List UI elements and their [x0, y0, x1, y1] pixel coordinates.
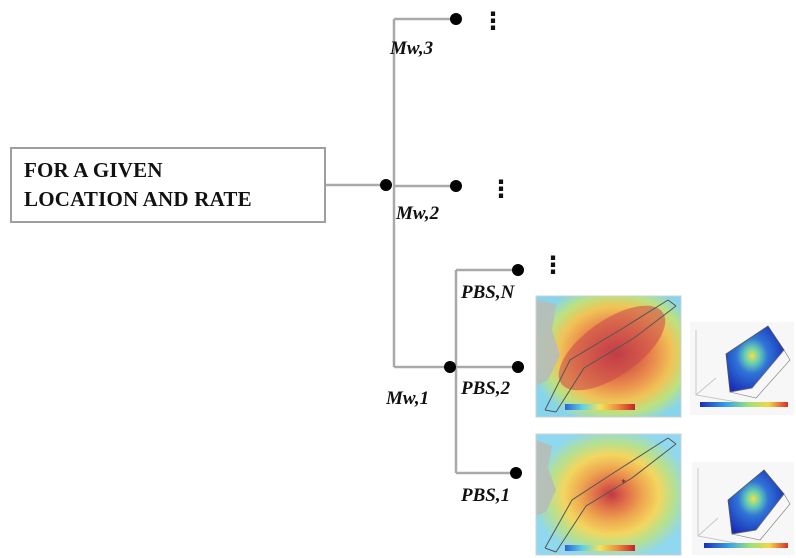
root-label-line2: LOCATION AND RATE — [24, 187, 252, 211]
continuation-marks: ⋮ ⋮ ⋮ — [481, 7, 565, 279]
ellipsis-mw3: ⋮ — [481, 7, 505, 35]
tree-edges — [326, 17, 516, 475]
node-pbs1 — [510, 467, 522, 479]
label-pbsN: PBS,N — [461, 282, 515, 303]
label-pbs2: PBS,2 — [461, 378, 511, 399]
label-mw1: Mw,1 — [386, 388, 430, 409]
svg-text:*: * — [621, 478, 626, 489]
pbs2-intensity-map — [535, 295, 682, 418]
root-node-box: FOR A GIVEN LOCATION AND RATE — [10, 147, 326, 223]
node-pbsN — [512, 264, 524, 276]
node-hub — [380, 179, 392, 191]
pbs1-intensity-map: * — [535, 433, 682, 556]
label-mw2: Mw,2 — [396, 203, 440, 224]
root-label-line1: FOR A GIVEN — [24, 158, 163, 182]
node-pbs2 — [512, 361, 524, 373]
node-mw1 — [444, 361, 456, 373]
pbs2-slip-distribution — [690, 322, 794, 415]
label-pbs1: PBS,1 — [461, 485, 511, 506]
node-mw2 — [450, 180, 462, 192]
label-mw3: Mw,3 — [390, 38, 434, 59]
tree-nodes — [380, 13, 524, 479]
ellipsis-mw2: ⋮ — [489, 175, 513, 203]
pbs1-slip-distribution — [692, 462, 794, 555]
node-mw3 — [450, 13, 462, 25]
ellipsis-pbsN: ⋮ — [541, 251, 565, 279]
